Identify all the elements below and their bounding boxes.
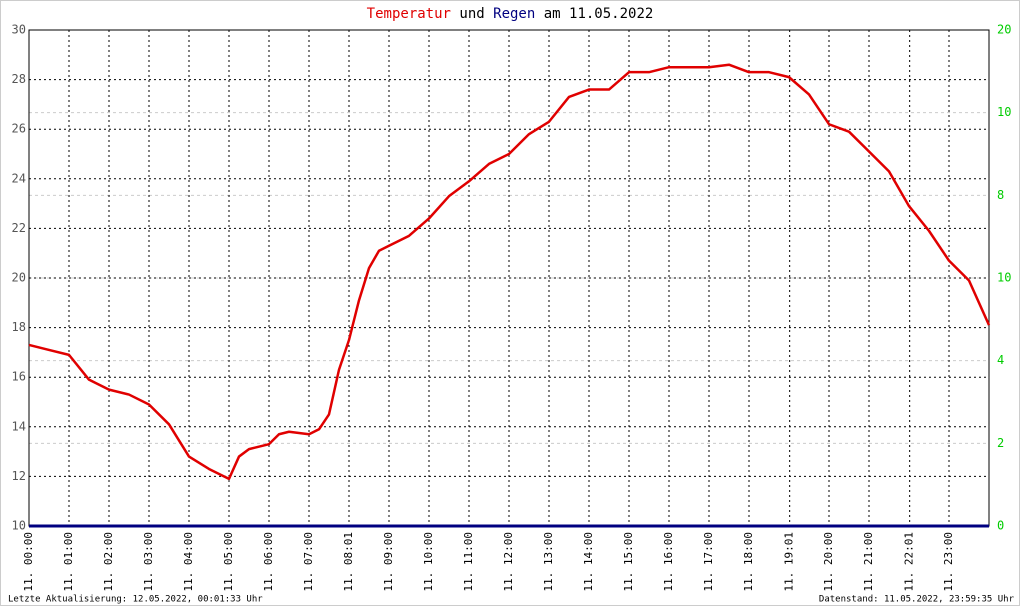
x-tick-label: 11. 09:00: [382, 532, 395, 592]
y-tick-label: 16: [12, 370, 26, 384]
x-tick-label: 11. 04:00: [182, 532, 195, 592]
y-tick-label: 24: [12, 171, 26, 185]
x-tick-label: 11. 01:00: [62, 532, 75, 592]
y-tick-label: 10: [12, 519, 26, 533]
x-tick-label: 11. 16:00: [662, 532, 675, 592]
title-connector: und: [459, 6, 484, 22]
y-tick-label: 14: [12, 419, 26, 433]
title-rain: Regen: [493, 6, 535, 22]
x-tick-label: 11. 13:00: [542, 532, 555, 592]
x-tick-label: 11. 21:00: [862, 532, 875, 592]
y2-tick-label: 20: [997, 23, 1011, 37]
y-tick-label: 22: [12, 221, 26, 235]
x-tick-label: 11. 02:00: [102, 532, 115, 592]
x-tick-label: 11. 14:00: [582, 532, 595, 592]
x-tick-label: 11. 00:00: [22, 532, 35, 592]
y2-tick-label: 4: [997, 353, 1004, 367]
x-tick-label: 11. 06:00: [262, 532, 275, 592]
x-tick-label: 11. 20:00: [822, 532, 835, 592]
chart-title: Temperatur und Regen am 11.05.2022: [367, 6, 654, 22]
x-tick-label: 11. 19:01: [783, 532, 796, 592]
x-tick-label: 11. 23:00: [942, 532, 955, 592]
x-tick-label: 11. 05:00: [222, 532, 235, 592]
x-tick-label: 11. 10:00: [422, 532, 435, 592]
x-tick-label: 11. 11:00: [462, 532, 475, 592]
y2-tick-label: 0: [997, 519, 1004, 533]
y-tick-label: 12: [12, 469, 26, 483]
x-tick-label: 11. 12:00: [502, 532, 515, 592]
y2-tick-label: 10: [997, 271, 1011, 285]
y2-tick-label: 8: [997, 188, 1004, 202]
x-tick-label: 11. 17:00: [702, 532, 715, 592]
title-temp: Temperatur: [367, 6, 451, 22]
y-tick-label: 28: [12, 72, 26, 86]
footer-left: Letzte Aktualisierung: 12.05.2022, 00:01…: [8, 595, 263, 605]
x-tick-label: 11. 22:01: [903, 532, 916, 592]
title-date: am 11.05.2022: [544, 6, 654, 22]
y-tick-label: 20: [12, 271, 26, 285]
y2-tick-label: 2: [997, 436, 1004, 450]
y-tick-label: 30: [12, 23, 26, 37]
series-line: [28, 63, 991, 481]
x-tick-label: 11. 15:00: [622, 532, 635, 592]
x-tick-label: 11. 18:00: [742, 532, 755, 592]
y-tick-label: 18: [12, 320, 26, 334]
x-tick-label: 11. 08:01: [342, 532, 355, 592]
footer-right: Datenstand: 11.05.2022, 23:59:35 Uhr: [819, 595, 1015, 605]
y2-tick-label: 10: [997, 105, 1011, 119]
x-tick-label: 11. 03:00: [142, 532, 155, 592]
y-tick-label: 26: [12, 122, 26, 136]
x-tick-label: 11. 07:00: [302, 532, 315, 592]
